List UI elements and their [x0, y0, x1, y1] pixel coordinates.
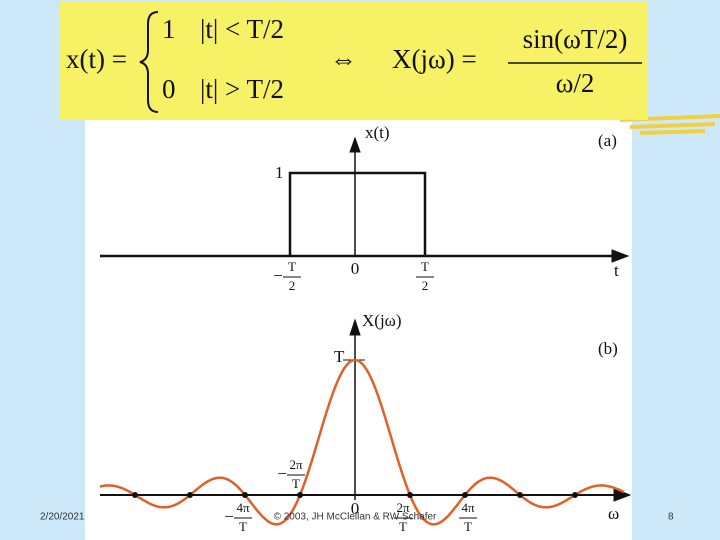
zero-dot [242, 492, 248, 498]
axis-label: X(jω) [362, 311, 402, 330]
fraction-den: 2 [289, 278, 296, 293]
fraction-sign: − [277, 464, 287, 483]
fraction-sign: − [224, 507, 234, 526]
panel-label: (b) [598, 339, 618, 358]
case1-cond: |t| < T/2 [200, 14, 284, 44]
fraction-den: T [399, 519, 407, 534]
zero-dot [407, 492, 413, 498]
height-label: 1 [275, 163, 284, 182]
fraction-den: T [292, 476, 300, 491]
formula-lhs: x(t) = [66, 44, 127, 74]
footer-date: 2/20/2021 [40, 512, 85, 523]
x-label: t [614, 261, 619, 280]
zero-dot [462, 492, 468, 498]
zero-dot [572, 492, 578, 498]
fraction-num: T [288, 259, 296, 274]
axis-label: x(t) [365, 123, 390, 142]
fraction-num: 4π [461, 500, 475, 515]
zero-dot [297, 492, 303, 498]
fraction-den: T [464, 519, 472, 534]
sinc-curve [99, 358, 625, 526]
peak-label: T [334, 347, 345, 366]
case1-value: 1 [162, 14, 176, 44]
origin-label: 0 [351, 499, 360, 518]
zero-dot [132, 492, 138, 498]
x-label: ω [608, 504, 619, 523]
arrow [349, 318, 361, 336]
plot-a [100, 136, 630, 263]
footer-copyright: © 2003, JH McClellan & RW Schafer [274, 512, 437, 523]
zero-markers [132, 492, 578, 498]
pulse [288, 171, 427, 256]
zero-dot [187, 492, 193, 498]
fraction-num: 4π [236, 500, 250, 515]
arrow [611, 249, 630, 263]
fraction-num: 2π [396, 500, 410, 515]
formula-box [60, 2, 648, 120]
zero-dot [517, 492, 523, 498]
fraction-sign: − [273, 266, 283, 285]
origin-label: 0 [351, 259, 360, 278]
rhs-lhs: X(jω) = [392, 44, 477, 74]
footer-page: 8 [668, 512, 674, 523]
case2-value: 0 [162, 74, 176, 104]
arrow [349, 136, 361, 153]
panel-label: (a) [598, 131, 617, 150]
formula: x(t) = 1 |t| < T/2 0 |t| > T/2 ⇔ X(jω) =… [66, 11, 642, 113]
rhs-num: sin(ωT/2) [523, 24, 628, 54]
rhs-den: ω/2 [556, 68, 595, 98]
equiv: ⇔ [330, 44, 357, 74]
plot-b [99, 318, 632, 526]
brace [139, 11, 159, 113]
fraction-num: 2π [289, 457, 303, 472]
fraction-num: T [421, 259, 429, 274]
case2-cond: |t| > T/2 [200, 74, 284, 104]
fraction-den: 2 [422, 278, 429, 293]
fraction-den: T [239, 519, 247, 534]
